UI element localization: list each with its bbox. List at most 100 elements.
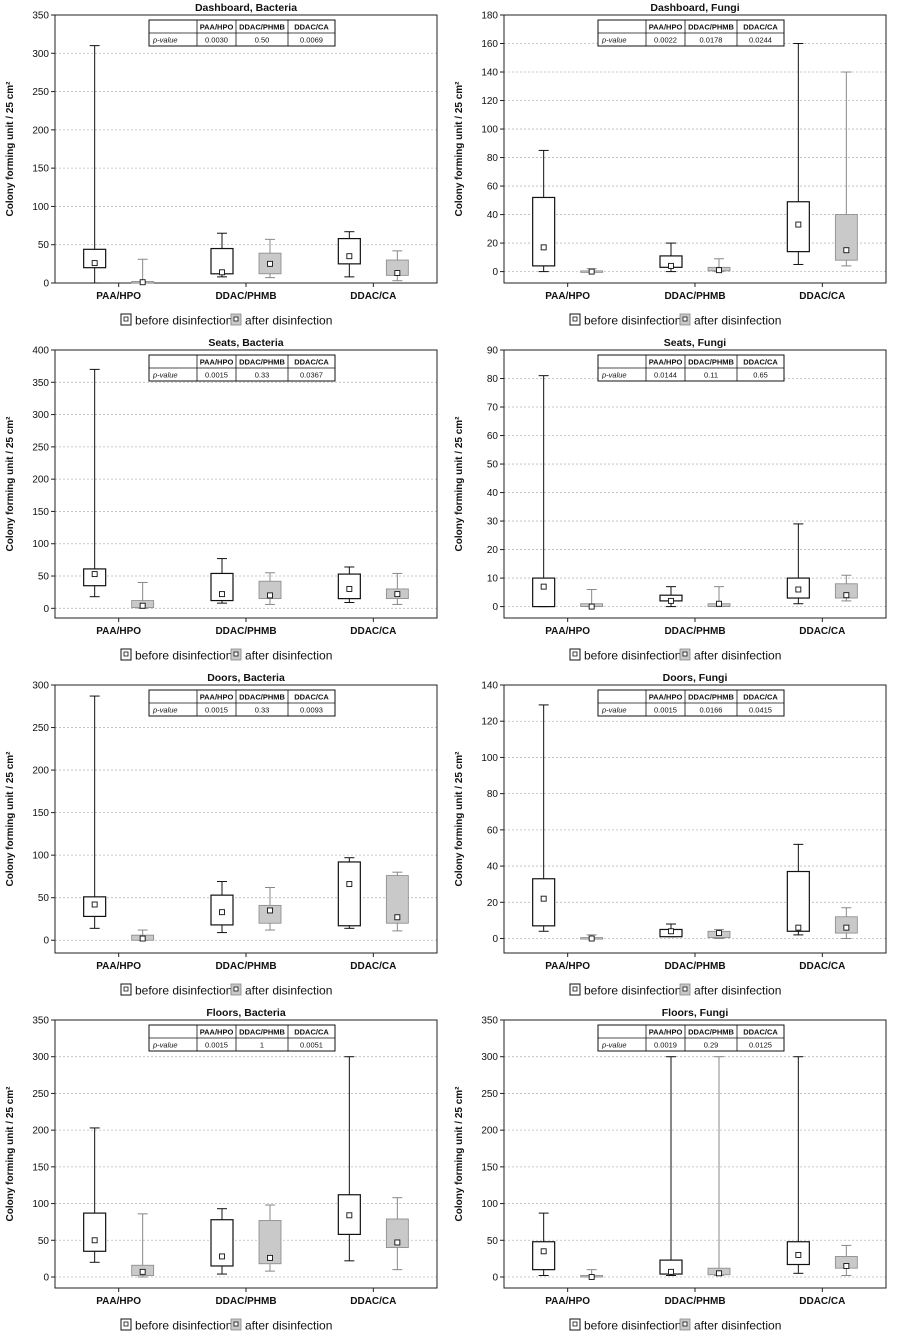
category-label: DDAC/CA [799,961,845,972]
median-marker [716,930,722,937]
pvalue-value: 0.0015 [654,706,677,715]
y-tick-label: 180 [481,11,498,22]
legend-marker-after [682,986,688,992]
box-plot: Seats, Bacteria 0 50 100 150 200 250 300 350 400 C… [5,337,438,663]
y-tick-label: 300 [32,49,49,60]
pvalue-header: DDAC/PHMB [688,1028,734,1037]
pvalue-value: 0.0367 [300,371,323,380]
y-tick-label: 350 [32,11,49,22]
y-axis-label: Colony forming unit / 25 cm² [454,81,465,217]
category-label: DDAC/PHMB [215,291,276,302]
pvalue-header: DDAC/PHMB [239,693,285,702]
pvalue-header: DDAC/PHMB [239,1028,285,1037]
median-marker [267,592,273,599]
category-label: DDAC/PHMB [215,961,276,972]
y-tick-label: 30 [487,517,499,528]
pvalue-header: DDAC/CA [294,23,329,32]
legend-label-after: after disinfection [694,649,781,663]
box-before [83,248,107,269]
median-marker [219,909,225,916]
category-label: DDAC/PHMB [664,626,725,637]
y-tick-label: 400 [32,346,49,357]
pvalue-value: 0.0415 [749,706,772,715]
pvalue-header: DDAC/CA [294,693,329,702]
legend-marker-after [682,651,688,657]
median-marker [843,592,850,599]
pvalue-row-label: p-value [152,1041,178,1050]
category-label: DDAC/CA [350,1296,396,1307]
pvalue-value: 0.0125 [749,1041,772,1050]
pvalue-header: PAA/HPO [649,1028,683,1037]
legend-marker-before [572,651,578,657]
y-tick-label: 150 [481,1162,498,1173]
y-tick-label: 0 [492,602,498,613]
y-tick-label: 150 [32,808,49,819]
pvalue-value: 0.0015 [205,706,228,715]
y-tick-label: 50 [38,1236,50,1247]
pvalue-value: 0.33 [255,371,270,380]
chart-title: Floors, Bacteria [206,1007,286,1019]
y-tick-label: 300 [32,1052,49,1063]
y-tick-label: 0 [492,934,498,945]
category-label: PAA/HPO [545,626,590,637]
median-marker [346,881,353,888]
median-marker [394,270,401,276]
median-marker [91,260,98,267]
median-marker [346,585,353,592]
median-marker [219,269,225,276]
y-tick-label: 120 [481,96,498,107]
pvalue-value: 0.50 [255,36,270,45]
y-tick-label: 350 [481,1016,498,1027]
y-axis-label: Colony forming unit / 25 cm² [5,1086,16,1222]
y-tick-label: 250 [32,87,49,98]
pvalue-header: DDAC/PHMB [688,358,734,367]
y-axis-label: Colony forming unit / 25 cm² [454,416,465,552]
y-tick-label: 50 [38,240,50,251]
median-marker [540,895,547,902]
y-tick-label: 120 [481,717,498,728]
median-marker [91,1237,98,1244]
category-label: PAA/HPO [545,961,590,972]
legend-marker-after [682,1321,688,1327]
y-tick-label: 200 [32,1126,49,1137]
y-tick-label: 20 [487,545,499,556]
median-marker [219,1253,225,1260]
y-tick-label: 60 [487,431,499,442]
median-marker [843,924,850,931]
pvalue-header: DDAC/CA [743,693,778,702]
median-marker [716,267,722,274]
y-tick-label: 300 [481,1052,498,1063]
median-marker [668,1268,674,1275]
legend-label-after: after disinfection [694,1319,781,1333]
legend-marker-before [572,1321,578,1327]
legend-marker-before [572,986,578,992]
pvalue-header: PAA/HPO [649,693,683,702]
pvalue-row-label: p-value [152,706,178,715]
median-marker [588,603,595,610]
median-marker [795,924,802,931]
y-axis-label: Colony forming unit / 25 cm² [5,751,16,887]
y-tick-label: 80 [487,374,499,385]
legend-label-after: after disinfection [245,1319,332,1333]
pvalue-value: 0.33 [255,706,270,715]
chart-panel: Doors, Fungi 0 20 40 60 80 100 120 140 Colony for… [449,670,897,1004]
pvalue-header: DDAC/PHMB [688,23,734,32]
y-tick-label: 50 [487,460,499,471]
plot-frame [503,684,887,954]
plot-frame [503,1019,887,1289]
legend-label-after: after disinfection [245,649,332,663]
box-before [210,572,234,602]
chart-title: Dashboard, Fungi [650,2,739,14]
category-label: PAA/HPO [545,1296,590,1307]
y-tick-label: 300 [32,410,49,421]
category-label: PAA/HPO [96,626,141,637]
y-tick-label: 70 [487,403,499,414]
box-after [385,875,409,924]
y-tick-label: 100 [32,202,49,213]
pvalue-header: DDAC/CA [743,1028,778,1037]
median-marker [91,901,98,908]
y-tick-label: 80 [487,789,499,800]
y-tick-label: 0 [43,1272,49,1283]
category-label: DDAC/PHMB [664,291,725,302]
